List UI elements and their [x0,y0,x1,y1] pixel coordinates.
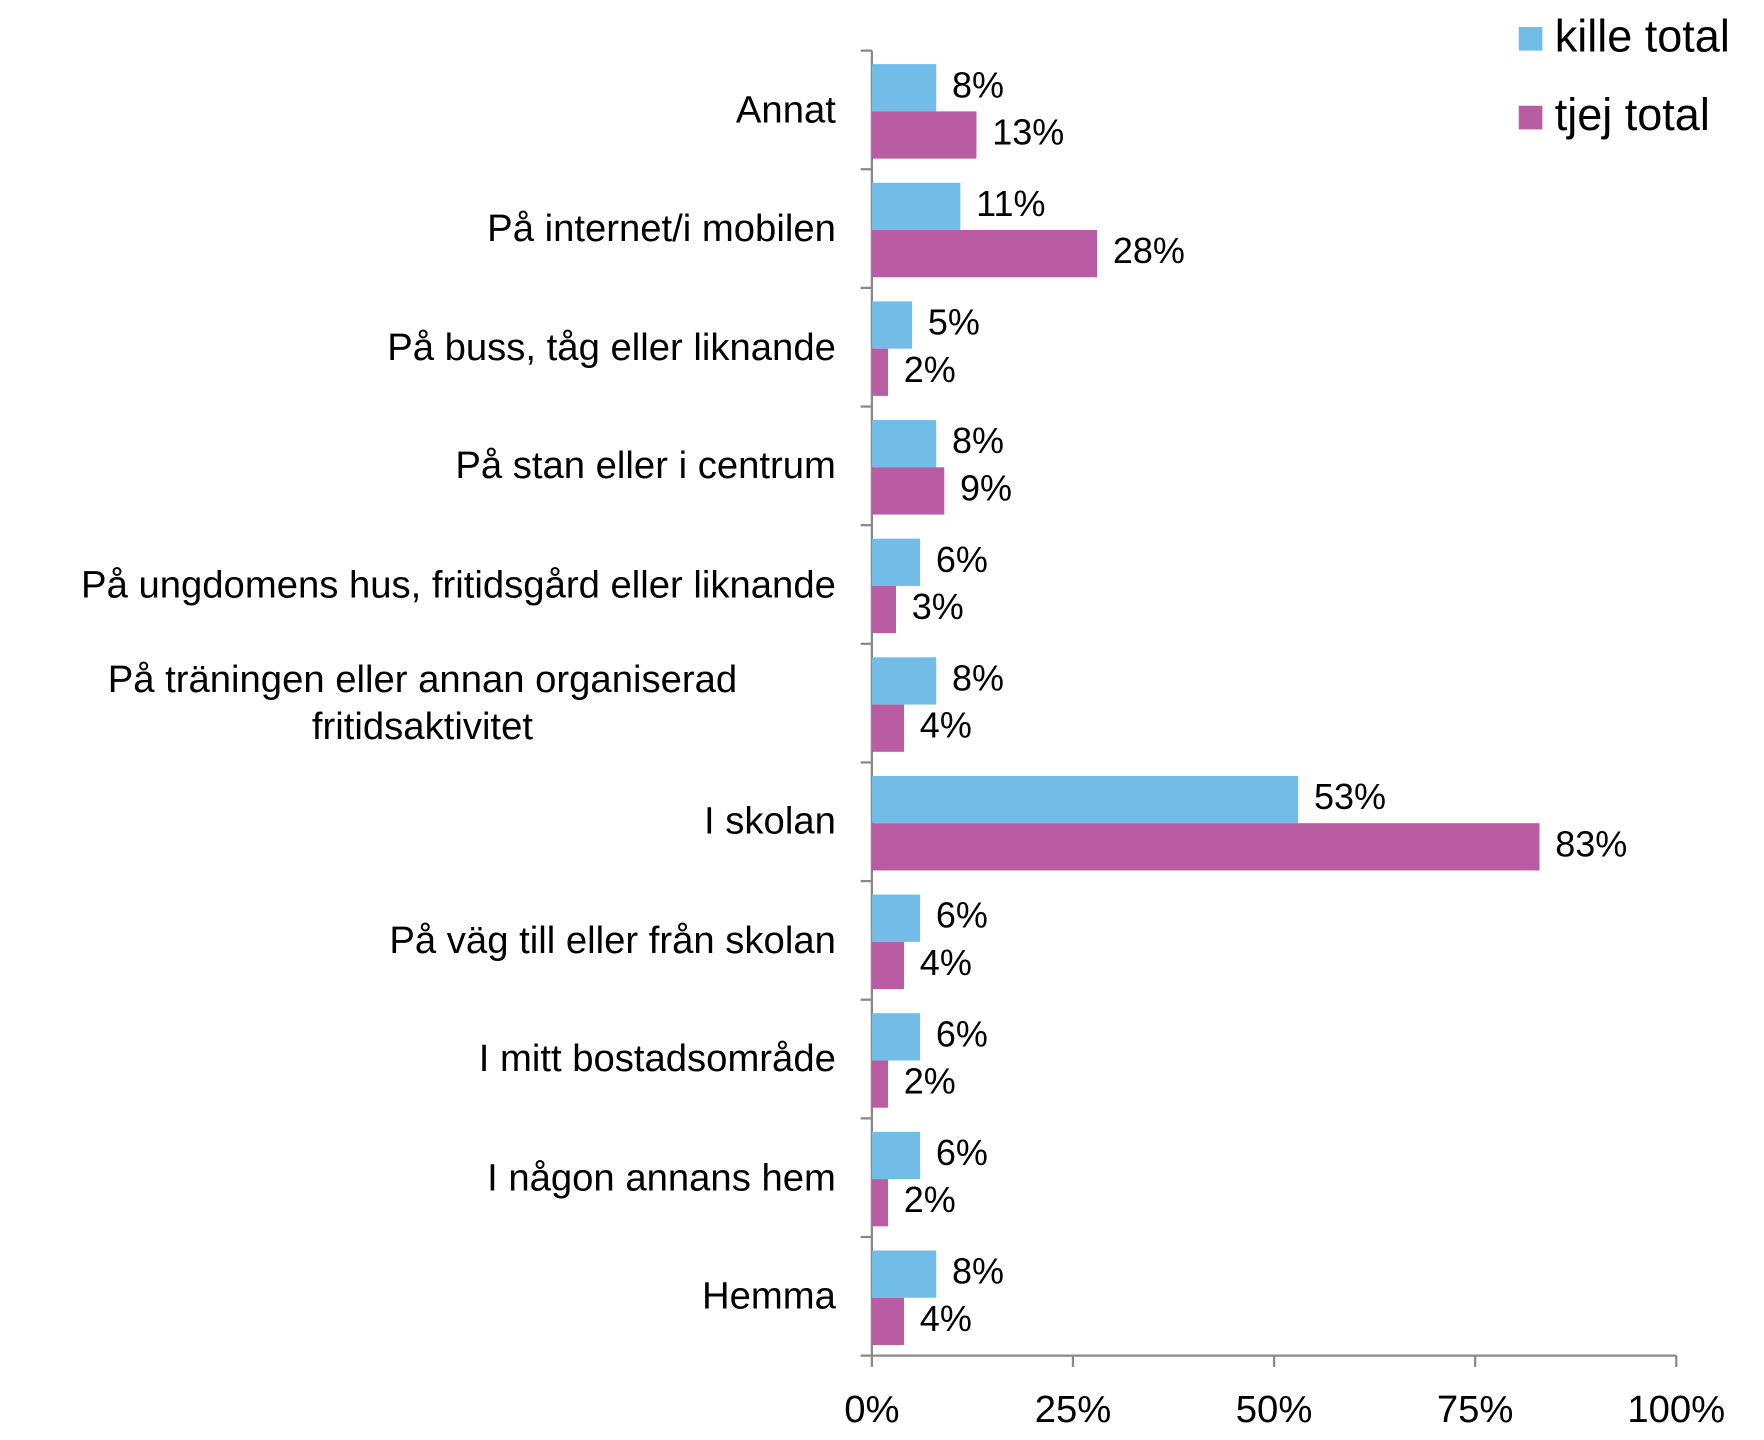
category-label: Hemma [3,1273,836,1320]
bar [871,348,888,396]
value-label: 4% [920,705,972,746]
bar [871,1060,888,1108]
bar [871,823,1540,871]
value-label: 8% [952,657,1004,698]
legend-swatch [1518,105,1543,130]
bar [871,1250,937,1298]
category-text: På buss, tåg eller liknande [387,325,836,369]
category-label: På stan eller i centrum [3,442,836,489]
legend-label: tjej total [1555,89,1710,140]
category-text: På träningen eller annan organiserad fri… [107,658,738,749]
category-text: På väg till eller från skolan [389,919,836,962]
value-label: 2% [904,1179,956,1220]
value-label: 53% [1314,776,1386,817]
x-tick-label: 0% [844,1388,899,1431]
category-label: På ungdomens hus, fritidsgård eller likn… [3,561,836,608]
bar [871,1179,888,1227]
value-label: 2% [904,1061,956,1102]
bar [871,1297,905,1345]
bar [871,538,921,586]
category-label: I skolan [3,798,836,845]
x-tick-label: 50% [1236,1388,1313,1431]
bar [871,894,921,942]
value-label: 8% [952,420,1004,461]
category-text: På ungdomens hus, fritidsgård eller likn… [81,563,836,606]
category-text: På stan eller i centrum [455,444,836,488]
category-text: Hemma [701,1274,836,1318]
legend-swatch [1518,27,1543,51]
category-label: På träningen eller annan organiserad fri… [3,656,836,751]
bar [871,775,1299,824]
bar [871,230,1098,278]
value-label: 9% [960,467,1012,508]
value-label: 83% [1555,823,1627,864]
value-label: 28% [1113,230,1185,271]
bar [871,941,905,990]
value-label: 13% [992,112,1064,153]
legend-label: kille total [1555,10,1730,61]
bar [871,301,913,349]
value-label: 6% [936,895,988,936]
bar [871,1131,921,1180]
category-text: På internet/i mobilen [487,207,836,250]
x-tick-label: 100% [1627,1388,1725,1431]
value-label: 4% [920,1298,972,1339]
bar [871,704,905,752]
value-label: 3% [912,586,964,627]
category-text: I mitt bostadsområde [478,1037,836,1081]
value-label: 8% [952,1251,1004,1292]
category-text: I någon annans hem [487,1156,836,1200]
value-label: 2% [904,349,956,390]
value-label: 6% [936,1013,988,1054]
x-tick-label: 25% [1035,1388,1112,1431]
category-label: På buss, tåg eller liknande [3,324,836,371]
x-tick-label: 75% [1437,1388,1514,1431]
category-label: På internet/i mobilen [3,205,836,252]
bar [871,420,937,468]
category-label: På väg till eller från skolan [3,917,836,964]
category-text: Annat [735,88,836,132]
bar [871,585,897,634]
category-label: I någon annans hem [3,1154,836,1201]
category-label: I mitt bostadsområde [3,1035,836,1082]
bar [871,111,977,159]
value-label: 5% [928,302,980,343]
value-label: 6% [936,1132,988,1173]
value-label: 6% [936,539,988,580]
bar [871,1013,921,1061]
value-label: 11% [976,183,1045,224]
bar [871,64,937,112]
value-label: 8% [952,64,1004,105]
bar [871,182,961,231]
category-label: Annat [3,86,836,133]
bar [871,467,945,515]
category-text: I skolan [704,800,836,844]
bar [871,657,937,705]
value-label: 4% [920,942,972,983]
